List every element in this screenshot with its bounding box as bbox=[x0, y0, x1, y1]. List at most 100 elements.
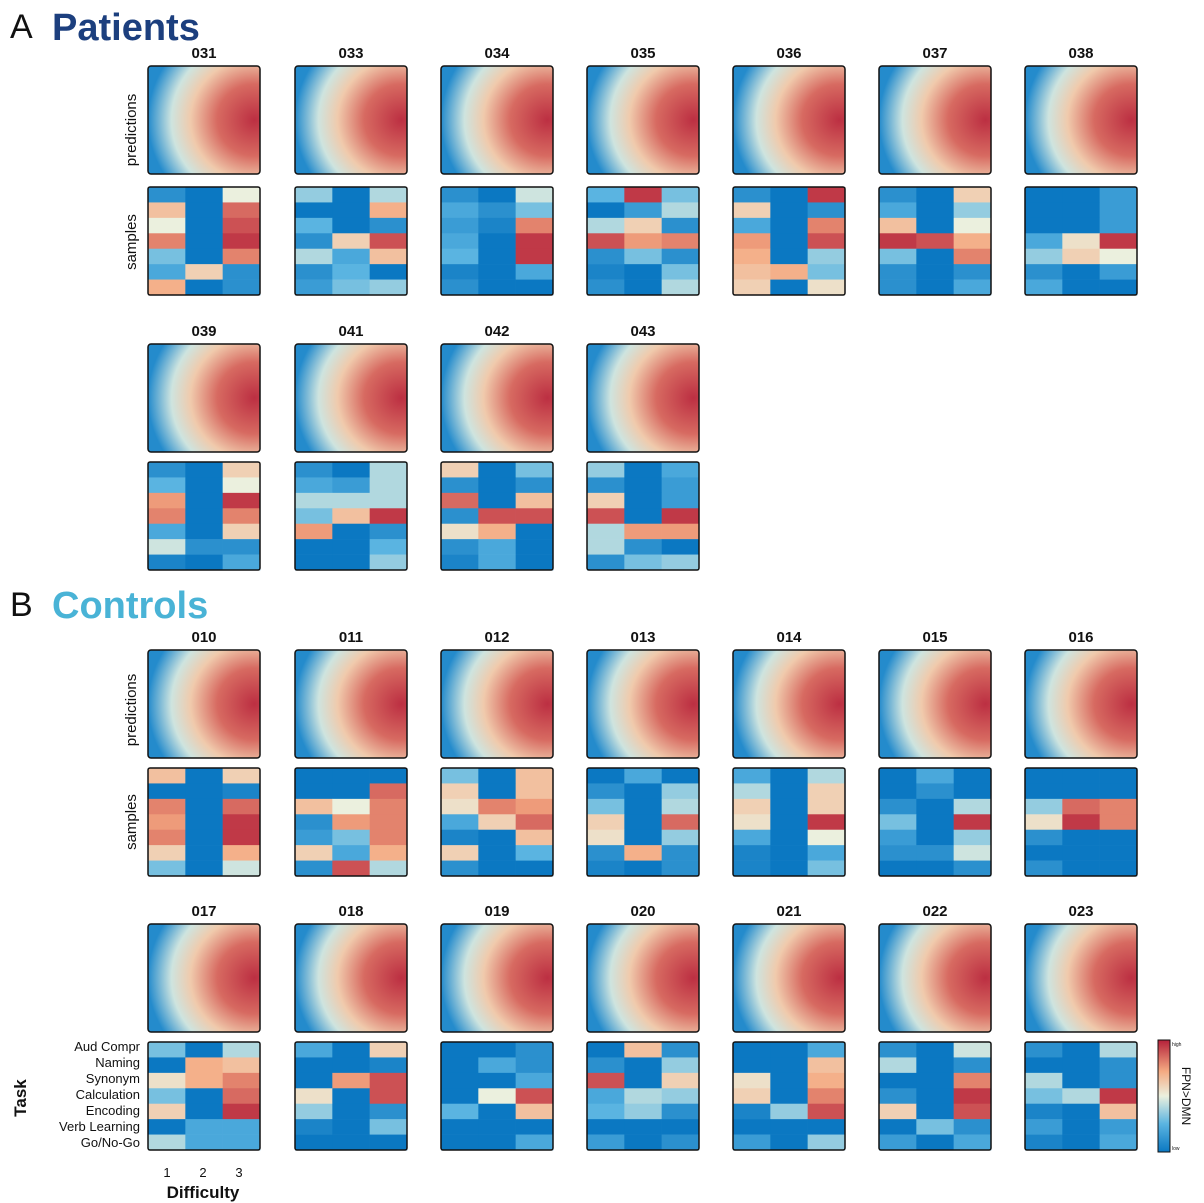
sample-cell bbox=[879, 202, 917, 219]
sample-heatmap-022 bbox=[878, 1041, 992, 1151]
sample-cell bbox=[770, 783, 808, 800]
sample-heatmap-037 bbox=[878, 186, 992, 296]
sample-cell bbox=[807, 768, 846, 784]
sample-cell bbox=[953, 217, 992, 234]
sample-cell bbox=[1025, 814, 1063, 831]
sample-cell bbox=[369, 1103, 408, 1120]
sample-cell bbox=[916, 233, 954, 250]
sample-frame bbox=[294, 767, 408, 877]
sample-cell bbox=[441, 1119, 479, 1135]
sample-cell bbox=[332, 798, 370, 815]
sample-cell bbox=[1099, 248, 1138, 265]
prediction-map-035 bbox=[586, 65, 700, 175]
subject-id-014: 014 bbox=[776, 629, 802, 646]
sample-cell bbox=[587, 462, 625, 478]
sample-cell bbox=[369, 554, 408, 571]
sample-cell bbox=[953, 233, 992, 250]
sample-cell bbox=[916, 845, 954, 861]
sample-cell bbox=[733, 860, 771, 877]
sample-cell bbox=[185, 1134, 223, 1151]
sample-heatmap-017 bbox=[147, 1041, 261, 1151]
sample-cell bbox=[185, 1057, 223, 1074]
subject-panel-042: 042 bbox=[440, 323, 554, 571]
subject-id-023: 023 bbox=[1068, 903, 1093, 920]
task-label-aud-compr: Aud Compr bbox=[74, 1039, 140, 1054]
sample-cell bbox=[185, 264, 223, 280]
sample-cell bbox=[148, 233, 186, 250]
colorbar-label: FPN>DMN bbox=[1179, 1067, 1193, 1125]
sample-cell bbox=[587, 187, 625, 203]
sample-cell bbox=[148, 1103, 186, 1120]
sample-cell bbox=[441, 798, 479, 815]
sample-cell bbox=[148, 477, 186, 494]
sample-cell bbox=[369, 508, 408, 525]
prediction-map-012 bbox=[440, 649, 554, 759]
sample-cell bbox=[879, 248, 917, 265]
subject-panel-035: 035 bbox=[586, 45, 700, 296]
sample-cell bbox=[916, 1103, 954, 1120]
sample-cell bbox=[879, 768, 917, 784]
sample-cell bbox=[587, 217, 625, 234]
sample-cell bbox=[295, 217, 333, 234]
difficulty-tick-3: 3 bbox=[235, 1165, 242, 1180]
sample-cell bbox=[332, 264, 370, 280]
sample-cell bbox=[441, 1103, 479, 1120]
sample-cell bbox=[515, 1042, 554, 1058]
sample-frame bbox=[1024, 767, 1138, 877]
sample-cell bbox=[807, 279, 846, 296]
sample-cell bbox=[807, 1057, 846, 1074]
sample-cell bbox=[624, 217, 662, 234]
sample-cell bbox=[807, 217, 846, 234]
sample-cell bbox=[1062, 1088, 1100, 1105]
prediction-map-011 bbox=[294, 649, 408, 759]
sample-cell bbox=[1099, 233, 1138, 250]
sample-frame bbox=[878, 767, 992, 877]
prediction-map-010 bbox=[147, 649, 261, 759]
sample-frame bbox=[294, 186, 408, 296]
sample-cell bbox=[369, 1057, 408, 1074]
sample-cell bbox=[441, 462, 479, 478]
prediction-map-031 bbox=[147, 65, 261, 175]
sample-cell bbox=[624, 1072, 662, 1089]
sample-cell bbox=[332, 279, 370, 296]
sample-cell bbox=[770, 798, 808, 815]
sample-cell bbox=[441, 1072, 479, 1089]
sample-cell bbox=[515, 539, 554, 555]
sample-cell bbox=[1099, 1134, 1138, 1151]
sample-cell bbox=[295, 187, 333, 203]
sample-cell bbox=[478, 264, 516, 280]
sample-cell bbox=[295, 829, 333, 846]
sample-cell bbox=[1099, 264, 1138, 280]
sample-cell bbox=[222, 554, 261, 571]
sample-cell bbox=[222, 462, 261, 478]
sample-heatmap-018 bbox=[294, 1041, 408, 1151]
sample-cell bbox=[953, 264, 992, 280]
sample-cell bbox=[222, 477, 261, 494]
sample-cell bbox=[770, 1057, 808, 1074]
sample-cell bbox=[587, 1088, 625, 1105]
sample-cell bbox=[624, 523, 662, 540]
sample-heatmap-014 bbox=[732, 767, 846, 877]
sample-cell bbox=[369, 1042, 408, 1058]
sample-cell bbox=[916, 798, 954, 815]
sample-cell bbox=[587, 1042, 625, 1058]
sample-cell bbox=[222, 1042, 261, 1058]
sample-cell bbox=[222, 217, 261, 234]
sample-cell bbox=[369, 860, 408, 877]
sample-cell bbox=[1025, 768, 1063, 784]
sample-cell bbox=[624, 508, 662, 525]
sample-cell bbox=[515, 202, 554, 219]
sample-cell bbox=[148, 492, 186, 509]
subject-panel-034: 034 bbox=[440, 45, 554, 296]
section-b-letter: B bbox=[10, 586, 33, 624]
sample-cell bbox=[661, 1134, 700, 1151]
sample-cell bbox=[1025, 1042, 1063, 1058]
task-label-encoding: Encoding bbox=[86, 1103, 140, 1118]
task-axis-label: Task bbox=[11, 1079, 30, 1117]
sample-cell bbox=[222, 798, 261, 815]
sample-cell bbox=[148, 1042, 186, 1058]
sample-cell bbox=[332, 248, 370, 265]
sample-cell bbox=[661, 783, 700, 800]
sample-cell bbox=[770, 1088, 808, 1105]
sample-cell bbox=[587, 783, 625, 800]
